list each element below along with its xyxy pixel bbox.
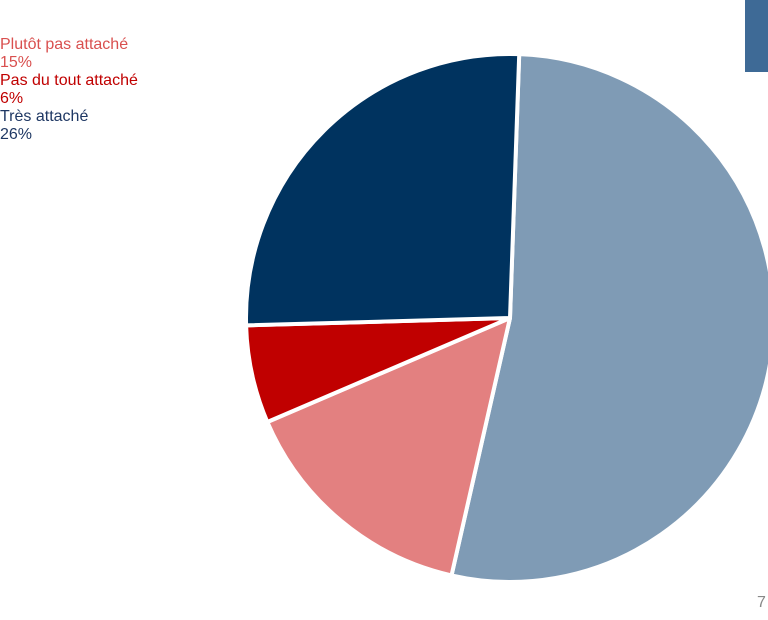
slice-label: Pas du tout attaché 6% xyxy=(0,72,150,108)
page-number: 7 xyxy=(757,594,766,611)
pie-slice xyxy=(265,316,512,578)
value-label: 26% xyxy=(0,126,33,143)
corner-bar xyxy=(745,0,768,72)
category-label: Très attaché xyxy=(0,108,89,125)
pie-slice xyxy=(244,52,522,328)
value-label: 6% xyxy=(0,90,24,107)
value-label: 53% xyxy=(0,18,33,35)
pie-slice xyxy=(449,52,768,584)
slice-label: Plutôt pas attaché 15% xyxy=(0,36,150,72)
category-label: Pas du tout attaché xyxy=(0,72,138,89)
category-label: Plutôt pas attaché xyxy=(0,36,129,53)
category-label: Plutôt attaché xyxy=(0,0,98,17)
value-label: 15% xyxy=(0,54,33,71)
slice-label: Très attaché 26% xyxy=(0,108,200,144)
slice-label: Plutôt attaché 53% xyxy=(0,0,200,36)
